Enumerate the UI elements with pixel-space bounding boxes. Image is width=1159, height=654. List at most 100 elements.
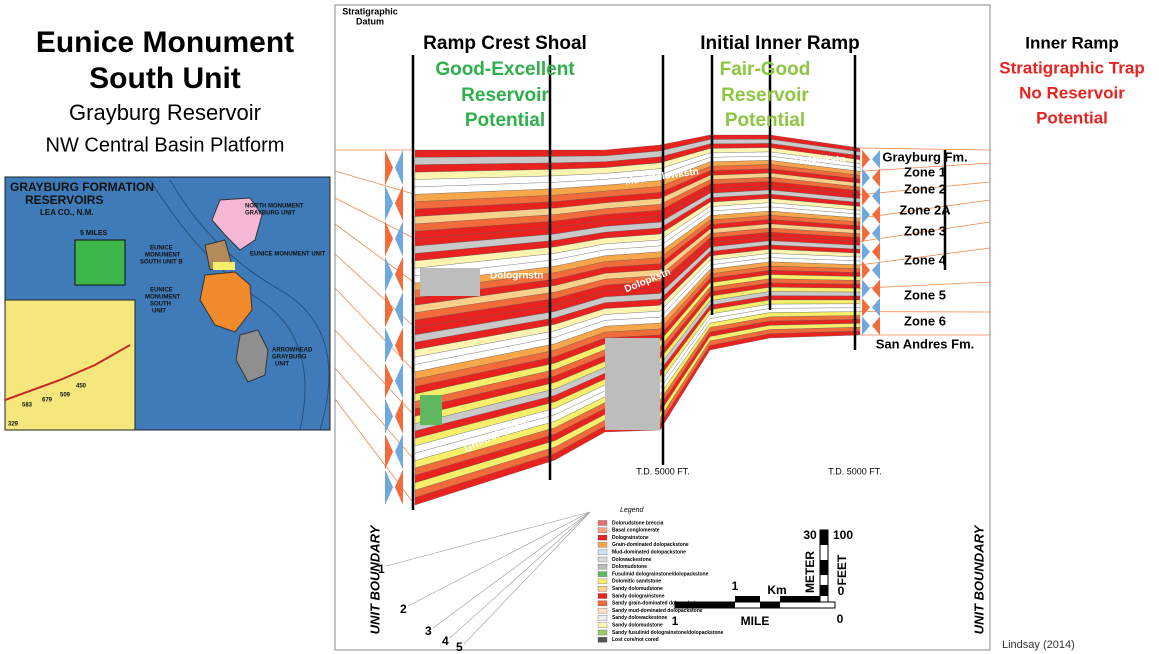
- unit-area: [199, 271, 253, 333]
- sequence-triangle: [395, 434, 403, 470]
- legend-swatch: [597, 564, 608, 570]
- label: 329: [8, 422, 19, 428]
- legend-swatch: [597, 622, 608, 628]
- label: 1: [732, 579, 739, 593]
- sequence-triangle: [872, 150, 880, 169]
- label: T.D. 5000 FT.: [636, 466, 690, 476]
- label: Initial Inner Ramp: [700, 33, 859, 54]
- legend-swatch: [597, 556, 608, 563]
- sequence-triangle: [395, 398, 403, 434]
- legend-label: Sandy dolomudstone: [612, 623, 663, 629]
- pointer-line: [432, 511, 591, 629]
- sequence-triangle: [395, 150, 403, 186]
- label: MONUMENT: [145, 295, 181, 301]
- map-labels: GRAYBURG FORMATION RESERVOIRS LEA CO., N…: [10, 180, 154, 237]
- point-label: 4: [442, 634, 449, 648]
- contour: [169, 179, 330, 431]
- title-block: Eunice Monument South Unit Grayburg Rese…: [36, 26, 294, 156]
- sequence-triangle: [385, 398, 393, 434]
- sequence-triangle: [395, 185, 403, 221]
- sequence-triangle: [862, 224, 870, 243]
- zone-label: Zone 6: [904, 313, 946, 328]
- label: UNIT BOUNDARY: [367, 524, 382, 634]
- sequence-triangle: [872, 242, 880, 261]
- sequence-triangle: [862, 150, 870, 169]
- sequence-triangle: [872, 298, 880, 317]
- title: South Unit: [89, 62, 241, 95]
- sequence-triangle: [385, 363, 393, 399]
- legend-swatch: [597, 637, 608, 643]
- legend-label: Sandy fusulinid dolograinstone/dolopacks…: [612, 630, 724, 636]
- sequence-triangle: [862, 205, 870, 224]
- label: GRAYBURG UNIT: [245, 211, 295, 217]
- state: [74, 239, 126, 286]
- section-line: [4, 344, 131, 401]
- scale-bar: 1 MILE 0 1 Km 30 100 METER FEET 0: [672, 528, 854, 628]
- legend-label: Sandy grain-dominated dolopackstone: [612, 601, 704, 607]
- sequence-triangle: [385, 221, 393, 257]
- legend-swatch: [597, 527, 608, 533]
- sequence-triangle: [385, 469, 393, 505]
- label: Fair-Good: [720, 59, 811, 80]
- point-labels: 1 2 34 5: [378, 511, 591, 654]
- zone-labels: Grayburg Fm.Zone 1 Zone 2 Zone 2A Zone 3 Zon…: [876, 149, 974, 351]
- sequence-triangle: [862, 168, 870, 187]
- zone-line: [859, 281, 991, 289]
- unit-area: [211, 197, 263, 251]
- legend-swatch: [597, 520, 608, 526]
- legend-label: Mud-dominated dolopackstone: [612, 550, 686, 556]
- gray-block: [420, 268, 480, 296]
- sequence-triangle: [862, 316, 870, 335]
- legend-label: Dolomudstone: [612, 564, 647, 570]
- label: METER: [803, 551, 817, 593]
- unit-area: [213, 262, 235, 270]
- point-label: 3: [425, 624, 432, 638]
- label: Good-Excellent: [435, 59, 575, 80]
- label: Stratigraphic Trap: [999, 58, 1144, 77]
- zone-line: [859, 181, 991, 196]
- headers: Stratigraphic Datum Ramp Crest Shoal Goo…: [342, 6, 1145, 131]
- zone-label: San Andres Fm.: [876, 336, 974, 351]
- pointer-line: [449, 511, 591, 639]
- label: Potential: [725, 110, 805, 131]
- sequence-triangle: [385, 434, 393, 470]
- sequence-triangle: [872, 316, 880, 335]
- sequence-triangle: [862, 187, 870, 206]
- label: Inner Ramp: [1025, 33, 1119, 52]
- legend-label: Sandy dolograinstone: [612, 593, 665, 599]
- subtitle: NW Central Basin Platform: [46, 134, 285, 156]
- label: 100: [833, 528, 853, 542]
- label: 679: [42, 398, 53, 404]
- label: Ramp Crest Shoal: [423, 33, 587, 54]
- legend-label: Fusulinid dolograinstone/dolopackstone: [612, 571, 709, 577]
- subtitle: Grayburg Reservoir: [69, 100, 261, 125]
- boundary-labels: UNIT BOUNDARY UNIT BOUNDARY: [367, 524, 986, 634]
- legend-swatch: [597, 571, 608, 577]
- label: 1: [672, 614, 679, 628]
- sequence-triangle: [872, 205, 880, 224]
- pointer-line: [385, 511, 591, 567]
- label: LEA CO., N.M.: [40, 208, 93, 217]
- legend-label: Lost core/not cored: [612, 637, 659, 643]
- label: 5 MILES: [80, 230, 108, 237]
- point-label: 5: [456, 640, 463, 654]
- label: MILE: [741, 614, 770, 628]
- label: RESERVOIRS: [25, 193, 103, 207]
- legend-swatch: [597, 542, 608, 548]
- zone-label: Zone 5: [904, 287, 946, 302]
- zone-label: Zone 4: [904, 252, 947, 267]
- label: 30: [803, 528, 817, 542]
- contour: [149, 179, 306, 431]
- title: Eunice Monument: [36, 26, 294, 59]
- map: GRAYBURG FORMATION RESERVOIRS LEA CO., N…: [4, 176, 331, 431]
- sequence-triangle: [862, 261, 870, 280]
- sequence-triangle: [395, 221, 403, 257]
- label: Dologrnstn: [490, 271, 543, 282]
- legend-label: Sandy dolowackestone: [612, 615, 668, 621]
- sequence-triangle: [872, 279, 880, 298]
- sequence-triangle: [862, 242, 870, 261]
- label: 509: [60, 393, 71, 399]
- sequence-triangle: [385, 150, 393, 186]
